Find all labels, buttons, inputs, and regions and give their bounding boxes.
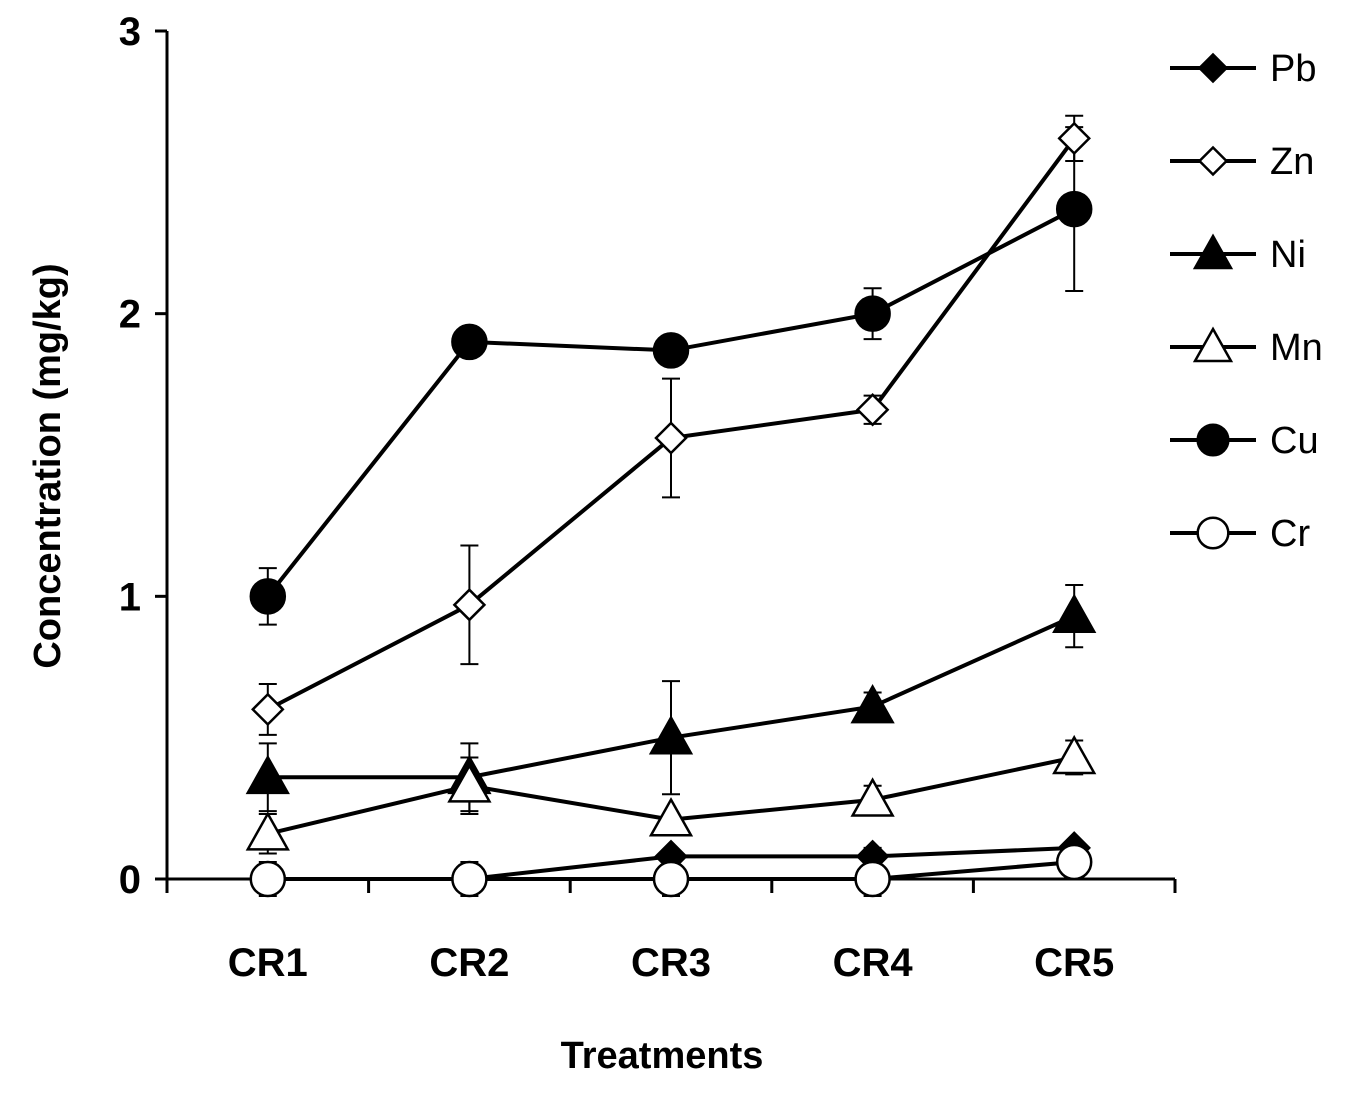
y-tick-label: 1 (119, 575, 141, 619)
y-tick-label: 3 (119, 10, 141, 54)
legend-marker-cu (1196, 423, 1230, 457)
legend-label-cr: Cr (1270, 513, 1310, 555)
x-tick-label: CR2 (429, 941, 509, 985)
x-tick-label: CR1 (228, 941, 308, 985)
data-point-ni (1052, 593, 1097, 633)
series-markers (245, 121, 1097, 898)
y-tick-label: 2 (119, 293, 141, 337)
data-point-cu (652, 332, 690, 369)
data-point-cu (854, 295, 891, 332)
x-axis-title: Treatments (561, 1035, 764, 1077)
legend-item-mn: Mn (1170, 326, 1323, 369)
data-point-mn (447, 763, 492, 803)
data-point-mn (850, 777, 895, 817)
data-point-mn (1052, 734, 1097, 775)
legend-item-cr: Cr (1170, 513, 1310, 555)
data-point-zn (855, 393, 890, 427)
data-point-mn (648, 797, 694, 837)
series-layer (245, 114, 1097, 898)
data-point-zn (654, 421, 688, 455)
legend-marker-pb (1197, 52, 1229, 84)
data-point-cr (451, 860, 488, 898)
legend-item-zn: Zn (1170, 141, 1314, 183)
data-point-zn (1057, 121, 1091, 156)
data-point-cr (854, 860, 891, 898)
y-axis-title: Concentration (mg/kg) (27, 263, 69, 668)
x-tick-label: CR4 (833, 941, 914, 985)
x-tick-label: CR5 (1034, 941, 1114, 985)
legend-item-pb: Pb (1170, 48, 1316, 90)
data-point-zn (251, 692, 285, 727)
data-point-mn (245, 811, 290, 851)
data-point-cr (652, 860, 690, 898)
data-point-cu (1055, 190, 1093, 228)
legend-label-cu: Cu (1270, 420, 1319, 462)
data-point-cr (1055, 843, 1093, 881)
legend-label-ni: Ni (1270, 234, 1306, 276)
data-point-ni (850, 684, 895, 724)
data-point-cr (249, 860, 287, 898)
data-point-cu (249, 578, 287, 615)
data-point-ni (245, 754, 290, 795)
y-tick-label: 0 (119, 858, 141, 902)
legend-marker-ni (1192, 233, 1234, 270)
legend-item-ni: Ni (1170, 233, 1306, 276)
legend: Pb Zn Ni Mn Cu Cr (1170, 48, 1323, 555)
legend-label-mn: Mn (1270, 327, 1323, 369)
legend-marker-cr (1196, 516, 1230, 550)
data-point-zn (452, 588, 487, 622)
data-point-ni (648, 715, 694, 755)
legend-item-cu: Cu (1170, 420, 1319, 462)
data-point-cu (451, 323, 488, 361)
legend-label-pb: Pb (1270, 48, 1316, 90)
axes: 0 1 2 3 CR1 CR2 CR3 CR4 CR5 (119, 10, 1177, 985)
x-tick-label: CR3 (631, 941, 711, 985)
legend-marker-mn (1192, 326, 1234, 363)
legend-label-zn: Zn (1270, 141, 1314, 183)
legend-marker-zn (1197, 145, 1229, 177)
